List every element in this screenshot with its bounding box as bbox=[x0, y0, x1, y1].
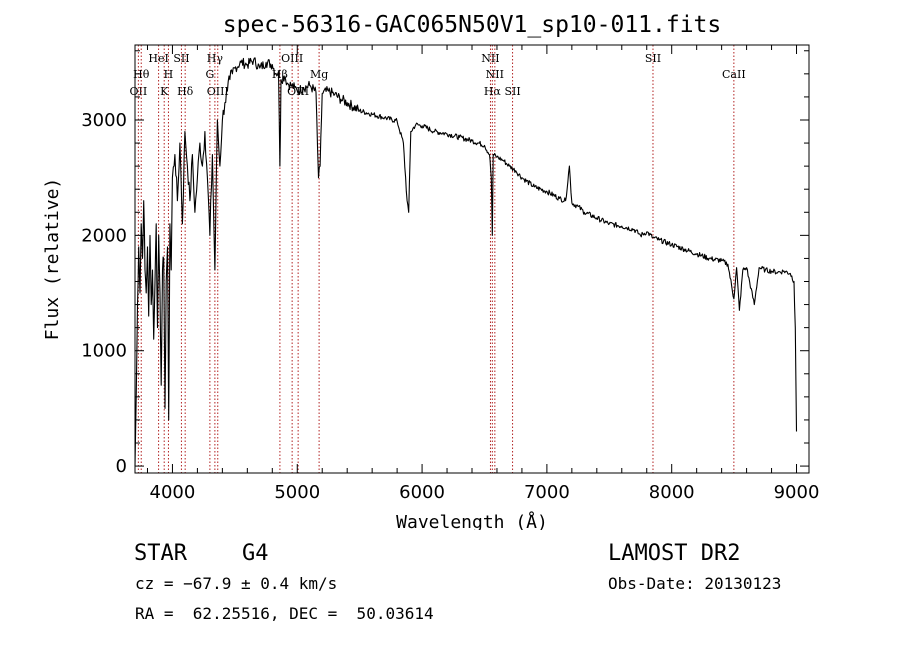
line-marker-label: SII bbox=[645, 52, 661, 65]
y-tick-label: 2000 bbox=[81, 225, 127, 246]
x-tick-label: 6000 bbox=[399, 482, 445, 503]
line-marker-label: CaII bbox=[722, 68, 746, 81]
y-axis-label: Flux (relative) bbox=[42, 178, 63, 341]
line-marker-label: SII bbox=[173, 52, 189, 65]
line-marker-label: NII bbox=[481, 52, 499, 65]
plot-frame bbox=[134, 44, 810, 474]
redshift-text: cz = −67.9 ± 0.4 km/s bbox=[135, 574, 338, 593]
line-marker-label: G bbox=[205, 68, 214, 81]
spectrum-chart: spec-56316-GAC065N50V1_sp10-011.fits OII… bbox=[42, 12, 819, 530]
obs-date: Obs-Date: 20130123 bbox=[608, 574, 782, 593]
line-marker-label: Hα bbox=[484, 85, 502, 98]
x-axis-label: Wavelength (Å) bbox=[396, 511, 548, 530]
line-marker-label: OIII bbox=[207, 85, 229, 98]
line-marker-label: Mg bbox=[310, 68, 328, 81]
y-tick-label: 3000 bbox=[81, 110, 127, 131]
line-markers: OIIHθHeIKHSIIHδGHγOIIIHβOIIIOIIIMgNIIHαN… bbox=[130, 45, 746, 473]
line-marker-label: Hγ bbox=[207, 52, 224, 65]
coordinates-text: RA = 62.25516, DEC = 50.03614 bbox=[135, 604, 434, 623]
x-tick-label: 7000 bbox=[524, 482, 570, 503]
survey-name: LAMOST DR2 bbox=[608, 541, 741, 566]
x-tick-label: 4000 bbox=[150, 482, 196, 503]
line-marker-label: Hδ bbox=[177, 85, 194, 98]
chart-title: spec-56316-GAC065N50V1_sp10-011.fits bbox=[223, 12, 722, 38]
x-tick-label: 5000 bbox=[274, 482, 320, 503]
x-tick-label: 9000 bbox=[774, 482, 820, 503]
line-marker-label: Hθ bbox=[133, 68, 150, 81]
line-marker-label: OIII bbox=[281, 52, 303, 65]
line-marker-label: HeI bbox=[148, 52, 168, 65]
axis-ticks: 4000 5000 6000 7000 8000 9000 0 1000 2000 3000 bbox=[81, 45, 819, 503]
spectrum-line bbox=[134, 57, 798, 467]
spectrum-series bbox=[134, 57, 798, 467]
line-marker-label: H bbox=[164, 68, 174, 81]
line-marker-label: OII bbox=[130, 85, 148, 98]
y-tick-label: 1000 bbox=[81, 341, 127, 362]
object-class: STAR bbox=[134, 541, 187, 566]
line-marker-label: SII bbox=[504, 85, 520, 98]
object-subclass: G4 bbox=[242, 541, 269, 566]
line-marker-label: NII bbox=[486, 68, 504, 81]
x-tick-label: 8000 bbox=[649, 482, 695, 503]
line-marker-label: K bbox=[160, 85, 169, 98]
y-tick-label: 0 bbox=[116, 456, 127, 477]
